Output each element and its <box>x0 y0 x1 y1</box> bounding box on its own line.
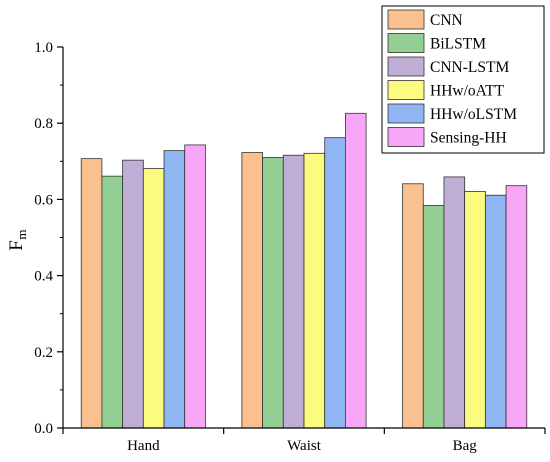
bar-waist-cnn-lstm <box>282 154 305 429</box>
legend-swatch <box>387 80 425 100</box>
bars-layer <box>80 112 528 429</box>
y-axis-title: F <box>6 240 27 251</box>
bar-bag-cnn-lstm <box>443 176 466 429</box>
legend-label: CNN-LSTM <box>430 59 509 76</box>
legend-label: HHw/oATT <box>430 83 505 100</box>
bar-waist-cnn <box>241 152 263 429</box>
y-tick-label: 0.8 <box>34 116 53 132</box>
legend-label: Sensing-HH <box>430 130 507 147</box>
bar-bag-hhw-olstm <box>484 194 507 429</box>
legend-swatch <box>387 33 425 53</box>
y-tick-label: 1.0 <box>34 40 53 56</box>
legend-swatch <box>387 103 425 124</box>
bar-hand-bilstm <box>101 175 124 429</box>
bar-hand-cnn <box>80 158 103 429</box>
bar-hand-hhw-oatt <box>142 168 165 429</box>
y-axis-label: F m <box>6 229 29 250</box>
legend-swatch <box>387 9 425 30</box>
bar-hand-sensing-hh <box>184 144 206 429</box>
bar-bag-cnn <box>402 183 424 429</box>
y-tick-label: 0.4 <box>34 269 53 285</box>
legend-swatch <box>387 127 425 147</box>
bar-hand-cnn-lstm <box>122 159 144 429</box>
bar-bag-sensing-hh <box>505 185 528 429</box>
bar-bag-bilstm <box>422 205 445 429</box>
bar-waist-bilstm <box>262 157 284 429</box>
x-tick-label: Waist <box>287 438 322 454</box>
bar-waist-hhw-olstm <box>324 137 346 429</box>
legend-label: HHw/oLSTM <box>430 106 517 123</box>
legend-label: BiLSTM <box>430 36 486 53</box>
bar-bag-hhw-oatt <box>464 190 486 429</box>
bar-waist-sensing-hh <box>344 112 367 429</box>
bar-hand-hhw-olstm <box>163 150 186 429</box>
legend-label: CNN <box>430 12 463 29</box>
y-tick-label: 0.2 <box>34 345 53 361</box>
bar-waist-hhw-oatt <box>303 152 326 429</box>
x-tick-label: Bag <box>453 438 478 454</box>
y-tick-label: 0.0 <box>34 421 53 437</box>
legend: CNN BiLSTM CNN-LSTM HHw/oATT HHw/oLSTM Sensin… <box>381 5 545 154</box>
y-tick-label: 0.6 <box>34 192 53 208</box>
x-tick-label: Hand <box>127 438 160 454</box>
y-axis-title-subscript: m <box>14 229 29 239</box>
legend-swatch <box>387 56 425 77</box>
axes-layer: 0.0 0.2 0.4 0.6 0.8 1.0 Hand Waist Bag <box>34 40 546 454</box>
